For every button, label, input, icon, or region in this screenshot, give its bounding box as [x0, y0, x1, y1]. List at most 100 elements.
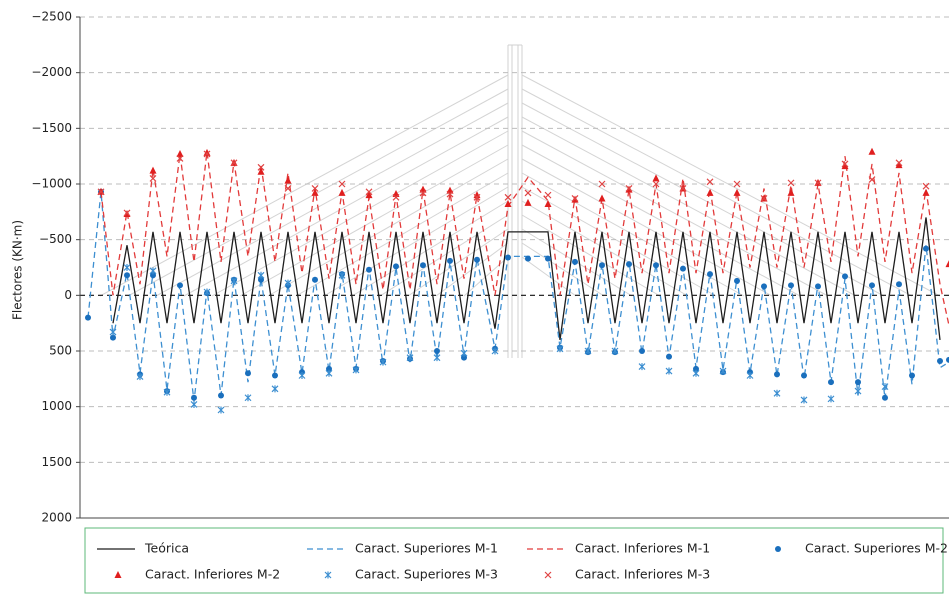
marker-circle [461, 354, 467, 361]
marker-x [922, 182, 930, 190]
marker-triangle [945, 260, 949, 268]
marker-circle [124, 272, 130, 279]
marker-circle [393, 263, 399, 270]
series-line [100, 151, 949, 326]
legend-label: Teórica [144, 541, 189, 556]
marker-circle [666, 353, 672, 360]
marker-circle [599, 262, 605, 269]
cable [521, 144, 801, 297]
legend-item: Caract. Inferiores M-1 [527, 541, 710, 556]
marker-circle [572, 258, 578, 265]
marker-x [841, 160, 849, 168]
marker-asterisk [638, 363, 646, 371]
marker-asterisk [460, 349, 468, 357]
marker-triangle [598, 194, 606, 202]
marker-x [544, 191, 552, 199]
marker-asterisk [773, 389, 781, 397]
legend-label: Caract. Inferiores M-1 [575, 541, 710, 556]
marker-x [652, 180, 660, 188]
marker-asterisk [203, 288, 211, 296]
marker-circle [545, 255, 551, 262]
marker-circle [85, 314, 91, 321]
marker-asterisk [324, 571, 332, 579]
marker-circle [434, 348, 440, 354]
marker-circle [177, 282, 183, 289]
marker-x [123, 209, 131, 217]
marker-asterisk [109, 328, 117, 336]
marker-triangle [176, 149, 184, 157]
cable [463, 256, 509, 297]
marker-circle [774, 371, 780, 378]
marker-circle [923, 245, 929, 252]
y-tick-label: −1500 [31, 121, 72, 135]
legend-item: Caract. Superiores M-2 [775, 541, 948, 556]
marker-triangle [868, 147, 876, 155]
marker-asterisk [190, 400, 198, 408]
marker-circle [842, 273, 848, 280]
marker-asterisk [136, 373, 144, 381]
marker-triangle [419, 185, 427, 193]
marker-circle [218, 392, 224, 399]
marker-asterisk [854, 387, 862, 395]
marker-x [149, 175, 157, 182]
legend-box [84, 527, 944, 594]
marker-x [365, 188, 373, 196]
marker-asterisk [379, 358, 387, 366]
marker-asterisk [611, 347, 619, 355]
marker-circle [626, 261, 632, 268]
marker-asterisk [163, 388, 171, 396]
marker-asterisk [746, 371, 754, 379]
series-line [112, 217, 941, 340]
marker-asterisk [719, 367, 727, 375]
marker-circle [909, 372, 915, 379]
marker-asterisk [257, 271, 265, 279]
marker-circle [150, 272, 156, 279]
marker-triangle [257, 167, 265, 175]
marker-x [473, 193, 481, 201]
marker-circle [326, 365, 332, 372]
marker-asterisk [406, 354, 414, 362]
legend-label: Caract. Superiores M-1 [355, 541, 498, 556]
marker-asterisk [692, 369, 700, 377]
cable [521, 130, 829, 297]
marker-asterisk [433, 354, 441, 362]
marker-circle [191, 394, 197, 401]
marker-asterisk [800, 396, 808, 404]
marker-triangle [922, 188, 930, 196]
marker-asterisk [352, 366, 360, 374]
marker-circle [869, 282, 875, 289]
marker-triangle [149, 166, 157, 174]
series-line [87, 191, 949, 402]
marker-x [679, 185, 687, 192]
cable [211, 130, 509, 297]
marker-circle [937, 358, 943, 365]
marker-x [311, 185, 319, 192]
marker-x [625, 185, 633, 192]
marker-circle [525, 255, 531, 262]
y-axis-label: Flectores (KN·m) [11, 220, 25, 320]
marker-triangle [504, 200, 512, 208]
marker-x [733, 180, 741, 188]
marker-x [446, 190, 454, 198]
cable [155, 102, 509, 297]
legend-item: Teórica [97, 541, 189, 556]
marker-asterisk [149, 267, 157, 275]
y-tick-label: 1000 [41, 399, 72, 413]
marker-circle [680, 265, 686, 272]
cable [521, 214, 661, 297]
legend-label: Caract. Inferiores M-3 [575, 567, 710, 582]
cable [351, 200, 509, 297]
marker-x [392, 193, 400, 201]
cable [521, 172, 745, 297]
marker-circle [366, 266, 372, 273]
legend-label: Caract. Superiores M-3 [355, 567, 498, 582]
cable [521, 116, 857, 297]
marker-x [760, 195, 768, 202]
marker-x [524, 189, 532, 197]
marker-x [504, 193, 512, 201]
marker-triangle [338, 188, 346, 196]
marker-asterisk [491, 347, 499, 355]
marker-asterisk [556, 345, 564, 353]
marker-triangle [203, 148, 211, 156]
marker-x [419, 189, 427, 197]
